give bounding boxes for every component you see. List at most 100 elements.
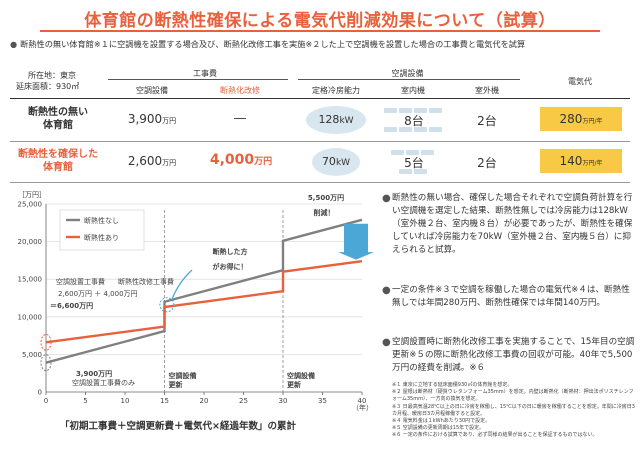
footnote: ※２ 屋根は断熱材（硬質ウレタンフォーム35mm）を想定。内壁は断熱化（断熱材：… — [392, 389, 634, 403]
row-label-line: 体育館 — [43, 120, 73, 131]
chart-x-tick-label: 15 — [160, 397, 169, 405]
chart-y-tick-label: 25,000 — [18, 201, 43, 209]
chart-x-tick-label: 35 — [318, 397, 327, 405]
explanation-1: ● 断熱性の無い場合、確保した場合それぞれで空調負荷計算を行い空調機を選定した結… — [382, 192, 636, 257]
chart-caption: 「初期工事費＋空調更新費＋電気代×経過年数」の累計 — [60, 421, 296, 432]
col-capacity: 定格冷房能力 — [312, 86, 360, 95]
chart-x-tick-label: 10 — [121, 397, 130, 405]
row2-capacity: 70kW — [312, 148, 360, 176]
footnotes: ※１ 東京に立地する延床面積930㎡の体育館を想定。 ※２ 屋根は断熱材（硬質ウ… — [392, 382, 636, 440]
intro-text: ● 断熱性の無い体育館※１に空調機を設置する場合及び、断熱化改修工事を実施※２した… — [10, 38, 525, 50]
explanation-3: ● 空調設置時に断熱化改修工事を実施することで、15年目の空調更新※５の際に断熱… — [382, 336, 636, 375]
explanation-text: 一定の条件※３で空調を稼働した場合の電気代※４は、断熱性無しでは年間280万円、… — [392, 285, 630, 308]
row2-install-cost: 2,600万円 — [127, 154, 177, 168]
group-construction-rule — [108, 79, 288, 80]
chart-x-tick-label: 25 — [239, 397, 248, 405]
chart-series — [45, 218, 363, 364]
update-label: 更新 — [287, 380, 301, 389]
update-label: 空調設備 — [169, 371, 197, 380]
row2-electricity: 140万円/年 — [540, 149, 622, 173]
footnote: ※５ 空調設備の更新周期は15年で設定。 — [392, 425, 485, 432]
row1-electricity: 280万円/年 — [540, 107, 622, 131]
legend-box — [59, 209, 145, 251]
orange-label: 空調設置工事費 — [56, 277, 105, 286]
chart-y-tick-label: 20,000 — [18, 238, 43, 246]
row-label-line: 断熱性の無い — [28, 107, 88, 118]
row2-insulation-cost: 4,000万円 — [209, 152, 273, 168]
row-no-insulation-label: 断熱性の無い 体育館 — [8, 106, 108, 132]
orange-total: ＝6,600万円 — [50, 302, 93, 310]
chart-y-ticks: 0 5,000 10,000 15,000 20,000 25,000 — [18, 201, 43, 397]
footnote: ※４ 電気料金は１kWhあたり30円で設定。 — [392, 418, 491, 425]
chart-x-tick-label: 5 — [83, 397, 87, 405]
gray-value: 3,900万円 — [76, 370, 112, 378]
cumulative-cost-chart: 0 5,000 10,000 15,000 20,000 25,000 0 5 10 15 20 2… — [18, 191, 374, 412]
group-aircon-rule — [298, 79, 520, 80]
chart-y-tick-label: 10,000 — [18, 313, 43, 321]
chart-y-tick-label: 15,000 — [18, 276, 43, 284]
row-label-line: 体育館 — [43, 162, 73, 173]
chart-x-tick-label: 20 — [200, 397, 209, 405]
row1-outdoor-count: 2台 — [477, 114, 497, 128]
callout-text: がお得に！ — [213, 262, 248, 271]
row2-outdoor-count: 2台 — [477, 156, 497, 170]
explanation-text: 空調設置時に断熱化改修工事を実施することで、15年目の空調更新※５の際に断熱化改… — [392, 337, 635, 373]
col-indoor: 室内機 — [401, 86, 425, 95]
chart-x-label: （年） — [352, 403, 373, 412]
col-outdoor: 室外機 — [475, 86, 499, 95]
update-label: 更新 — [169, 380, 183, 389]
explanation-bullet: ● — [382, 337, 391, 348]
chart-y-tick-label: 0 — [38, 389, 42, 397]
callout-text: 断熱した方 — [213, 247, 248, 256]
chart-x-tick-label: 40 — [358, 397, 367, 405]
footnote: ※３ 日最高気温28℃以上の日に冷房を稼働し、15℃以下の日に暖房を稼働すること… — [392, 403, 635, 417]
legend-label: 断熱性あり — [84, 233, 119, 242]
row-label-line: 断熱性を確保した — [18, 149, 98, 160]
page-title: 体育館の断熱性確保による電気代削減効果について（試算） — [84, 11, 556, 31]
location-line: 所在地：東京 — [28, 71, 76, 80]
series-line-no-insulation — [45, 218, 363, 364]
update-label: 空調設備 — [287, 371, 315, 380]
callout-marker — [159, 297, 175, 313]
footnote: ※１ 東京に立地する延床面積930㎡の体育館を想定。 — [392, 382, 513, 388]
chart-x-tick-label: 30 — [279, 397, 288, 405]
orange-label: 断熱性改修工事費 — [118, 277, 174, 286]
indoor-units-icon — [382, 148, 446, 176]
row2-indoor-count: 5台 — [404, 156, 424, 170]
explanation-bullet: ● — [382, 193, 391, 204]
row-insulated-label: 断熱性を確保した 体育館 — [6, 148, 110, 174]
chart-x-tick-label: 0 — [44, 397, 48, 405]
chart-y-label: ［万円］ — [18, 191, 46, 199]
savings-value: 5,500万円 — [308, 194, 344, 202]
table-mid-rule — [10, 141, 630, 142]
chart-y-tick-label: 5,000 — [22, 351, 42, 359]
group-aircon: 空調設備 — [391, 69, 424, 78]
group-construction: 工事費 — [193, 69, 217, 78]
group-electricity: 電気代 — [568, 77, 592, 86]
chart-x-ticks: 0 5 10 15 20 25 30 35 40 — [44, 392, 367, 405]
gray-label: 空調設置工事費のみ — [72, 378, 135, 387]
orange-sum: 2,600万円 ＋ 4,000万円 — [58, 290, 138, 298]
explanation-bullet: ● — [382, 285, 391, 296]
explanation-text: 断熱性の無い場合、確保した場合それぞれで空調負荷計算を行い空調機を選定した結果、… — [392, 193, 633, 255]
indoor-units-icon — [382, 106, 446, 134]
table-bottom-rule — [10, 182, 630, 183]
intro-sentence: 断熱性の無い体育館※１に空調機を設置する場合及び、断熱化改修工事を実施※２した上… — [20, 39, 526, 49]
intro-bullet: ● — [10, 39, 18, 49]
savings-sub: 削減！ — [314, 208, 335, 217]
explanation-2: ● 一定の条件※３で空調を稼働した場合の電気代※４は、断熱性無しでは年間280万… — [382, 284, 636, 310]
col-insulation: 断熱化改修 — [220, 86, 260, 95]
footnote: ※６ 一定の条件における試算であり、必ず同様の結果が出ることを保証するものではな… — [392, 432, 598, 439]
callout-arrow — [171, 269, 193, 300]
start-marker-no-insulation — [40, 354, 52, 372]
series-line-insulated — [45, 259, 363, 344]
row1-indoor-count: 8台 — [404, 114, 424, 128]
row1-capacity: 128kW — [306, 106, 366, 134]
row1-install-cost: 3,900万円 — [127, 112, 177, 126]
col-install: 空調設備 — [136, 86, 168, 95]
table-top-rule — [10, 98, 630, 99]
legend-label: 断熱性なし — [84, 216, 119, 225]
floor-area-line: 延床面積：930㎡ — [16, 82, 80, 91]
